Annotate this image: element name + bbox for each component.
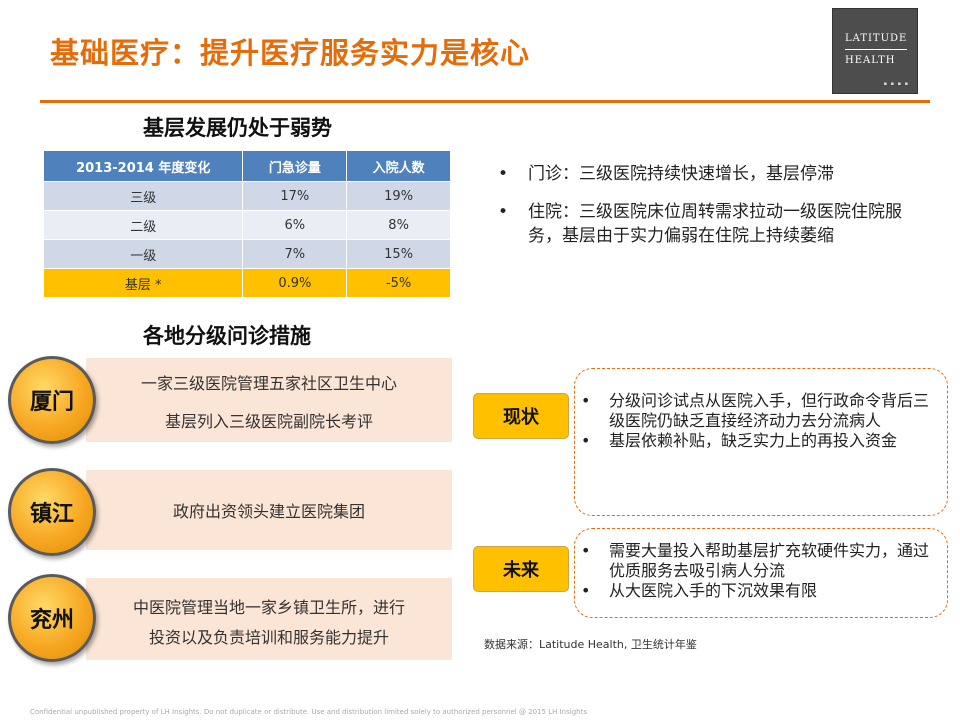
table-header-row: 2013-2014 年度变化 门急诊量 入院人数 <box>42 150 451 182</box>
city-measure-box-yanzhou: 中医院管理当地一家乡镇卫生所，进行 投资以及负责培训和服务能力提升 <box>86 578 452 660</box>
table-cell: 0.9% <box>242 268 348 298</box>
city-measure-box-xiamen: 一家三级医院管理五家社区卫生中心 基层列入三级医院副院长考评 <box>86 358 452 442</box>
latitude-health-logo: LATITUDE HEALTH ▪ ▪ ▪ ▪ <box>832 8 918 94</box>
table-row: 二级 6% 8% <box>42 210 451 240</box>
table-row-highlight: 基层 * 0.9% -5% <box>42 268 451 298</box>
table-cell: 15% <box>346 239 451 269</box>
table-header-cell: 入院人数 <box>346 150 451 182</box>
bullet-item: 住院：三级医院床位周转需求拉动一级医院住院服务，基层由于实力偏弱在住院上持续萎缩 <box>496 200 916 248</box>
table-header-cell: 2013-2014 年度变化 <box>42 150 244 182</box>
table-cell: 基层 * <box>42 268 244 298</box>
bullet-item: 门诊：三级医院持续快速增长，基层停滞 <box>496 162 916 186</box>
table-cell: 7% <box>242 239 348 269</box>
status-label: 现状 <box>473 393 569 439</box>
logo-line-2: HEALTH <box>845 55 896 66</box>
future-item: 从大医院入手的下沉效果有限 <box>575 581 933 601</box>
logo-subtext: ▪ ▪ ▪ ▪ <box>883 81 909 87</box>
future-label: 未来 <box>473 546 569 592</box>
confidential-footer: Confidential unpublished property of LH … <box>30 708 587 716</box>
logo-line-1: LATITUDE <box>845 33 908 44</box>
table-row: 三级 17% 19% <box>42 181 451 211</box>
measure-line: 政府出资领头建立医院集团 <box>172 502 365 521</box>
section-title-weakness: 基层发展仍处于弱势 <box>143 116 332 140</box>
table-cell: 二级 <box>42 210 244 240</box>
status-item: 分级问诊试点从医院入手，但行政命令背后三级医院仍缺乏直接经济动力去分流病人 <box>575 391 929 431</box>
data-source-note: 数据来源：Latitude Health, 卫生统计年鉴 <box>484 638 697 651</box>
future-item: 需要大量投入帮助基层扩充软硬件实力，通过优质服务去吸引病人分流 <box>575 541 933 581</box>
page-title: 基础医疗：提升医疗服务实力是核心 <box>50 36 531 70</box>
measure-line: 基层列入三级医院副院长考评 <box>164 412 373 431</box>
table-cell: 一级 <box>42 239 244 269</box>
city-measure-box-zhenjiang: 政府出资领头建立医院集团 <box>86 470 452 550</box>
table-cell: 6% <box>242 210 348 240</box>
status-item: 基层依赖补贴，缺乏实力上的再投入资金 <box>575 431 929 451</box>
measure-line: 投资以及负责培训和服务能力提升 <box>148 628 389 647</box>
logo-rule <box>845 49 907 50</box>
section-title-measures: 各地分级问诊措施 <box>143 324 311 348</box>
table-cell: 8% <box>346 210 451 240</box>
status-box: 分级问诊试点从医院入手，但行政命令背后三级医院仍缺乏直接经济动力去分流病人 基层… <box>574 368 948 516</box>
table-cell: 19% <box>346 181 451 211</box>
table-row: 一级 7% 15% <box>42 239 451 269</box>
table-cell: 三级 <box>42 181 244 211</box>
change-table: 2013-2014 年度变化 门急诊量 入院人数 三级 17% 19% 二级 6… <box>42 150 451 298</box>
city-badge-yanzhou: 兖州 <box>8 574 96 662</box>
city-badge-xiamen: 厦门 <box>8 356 96 444</box>
title-divider <box>40 100 930 103</box>
table-header-cell: 门急诊量 <box>242 150 348 182</box>
city-badge-zhenjiang: 镇江 <box>8 468 96 556</box>
measure-line: 一家三级医院管理五家社区卫生中心 <box>140 374 397 393</box>
trend-bullet-list: 门诊：三级医院持续快速增长，基层停滞 住院：三级医院床位周转需求拉动一级医院住院… <box>496 162 916 262</box>
table-cell: 17% <box>242 181 348 211</box>
future-box: 需要大量投入帮助基层扩充软硬件实力，通过优质服务去吸引病人分流 从大医院入手的下… <box>574 528 948 618</box>
table-cell: -5% <box>346 268 451 298</box>
measure-line: 中医院管理当地一家乡镇卫生所，进行 <box>132 598 405 617</box>
